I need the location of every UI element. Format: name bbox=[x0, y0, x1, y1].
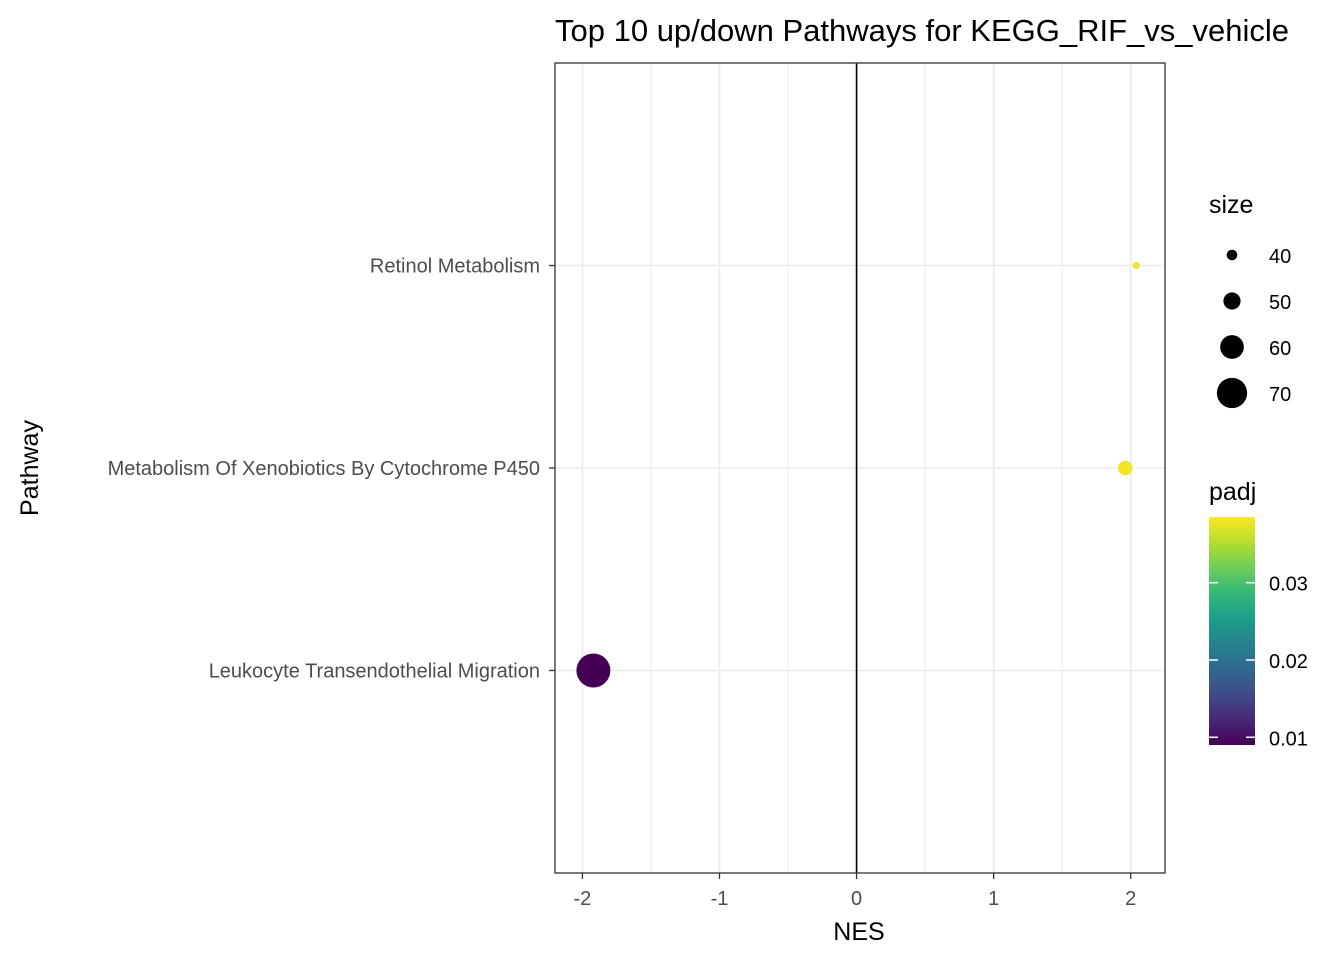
y-tick-label: Metabolism Of Xenobiotics By Cytochrome … bbox=[108, 458, 540, 480]
size-legend-title: size bbox=[1209, 191, 1253, 219]
chart-title: Top 10 up/down Pathways for KEGG_RIF_vs_… bbox=[555, 13, 1289, 48]
color-legend: padj 0.01 0.02 0.03 bbox=[1209, 478, 1308, 750]
size-legend-label: 40 bbox=[1269, 246, 1291, 268]
colorbar-label: 0.01 bbox=[1269, 728, 1308, 750]
colorbar-label: 0.02 bbox=[1269, 651, 1308, 673]
data-point bbox=[1117, 460, 1133, 476]
y-axis: Leukocyte Transendothelial Migration Meta… bbox=[108, 256, 555, 683]
x-tick-label: 0 bbox=[851, 888, 862, 910]
y-tick-label: Retinol Metabolism bbox=[370, 256, 540, 278]
color-legend-title: padj bbox=[1209, 478, 1256, 506]
plot-panel bbox=[554, 62, 1166, 874]
size-legend-label: 50 bbox=[1269, 292, 1291, 314]
x-tick-label: 1 bbox=[988, 888, 999, 910]
x-axis: -2 -1 0 1 2 bbox=[574, 873, 1136, 910]
y-axis-title: Pathway bbox=[16, 420, 44, 516]
size-legend: size 40 50 60 70 bbox=[1209, 191, 1291, 409]
size-legend-label: 70 bbox=[1269, 384, 1291, 406]
y-tick-label: Leukocyte Transendothelial Migration bbox=[209, 661, 540, 683]
padj-colorbar bbox=[1209, 517, 1255, 745]
size-legend-items: 40 50 60 70 bbox=[1216, 246, 1291, 409]
size-legend-key bbox=[1223, 292, 1241, 310]
size-legend-key bbox=[1226, 249, 1238, 261]
colorbar-label: 0.03 bbox=[1269, 574, 1308, 596]
size-legend-label: 60 bbox=[1269, 338, 1291, 360]
x-axis-title: NES bbox=[833, 918, 884, 946]
size-legend-key bbox=[1220, 335, 1244, 359]
data-point bbox=[1132, 262, 1140, 269]
data-point bbox=[576, 653, 611, 688]
x-tick-label: 2 bbox=[1125, 888, 1136, 910]
data-points bbox=[576, 262, 1140, 688]
x-tick-label: -1 bbox=[711, 888, 729, 910]
colorbar-ticks: 0.01 0.02 0.03 bbox=[1209, 574, 1308, 750]
x-tick-label: -2 bbox=[574, 888, 592, 910]
size-legend-key bbox=[1216, 377, 1248, 409]
